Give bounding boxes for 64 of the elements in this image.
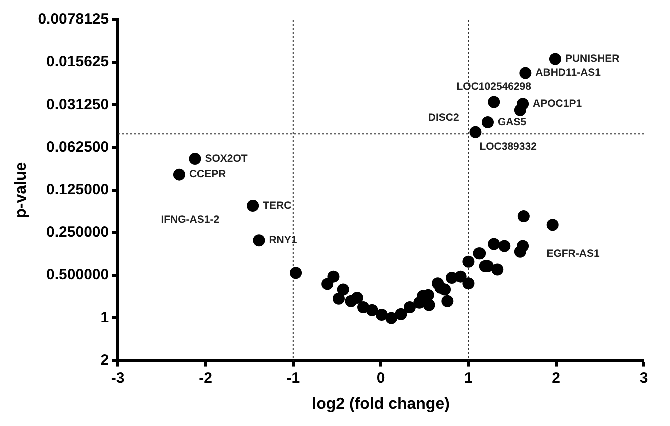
point bbox=[462, 256, 475, 268]
point bbox=[439, 284, 452, 296]
annotation: DISC2 bbox=[428, 112, 460, 124]
point bbox=[442, 295, 454, 308]
point bbox=[454, 270, 467, 283]
point bbox=[189, 153, 202, 166]
y-tick-label: 0.250000 bbox=[46, 224, 110, 242]
point bbox=[488, 96, 500, 108]
point bbox=[173, 168, 186, 181]
annotation: CCEPR bbox=[189, 168, 227, 181]
annotation: LOC389332 bbox=[480, 141, 538, 154]
point bbox=[386, 312, 398, 324]
point bbox=[290, 267, 302, 280]
annotation: GAS5 bbox=[498, 116, 527, 128]
y-tick-label: 0.062500 bbox=[46, 138, 110, 156]
point bbox=[351, 292, 364, 304]
y-axis-title: p-value bbox=[13, 162, 30, 218]
x-tick-label: 0 bbox=[376, 370, 386, 387]
x-tick-label: -1 bbox=[286, 370, 300, 387]
x-tick-label: -2 bbox=[199, 370, 212, 387]
x-tick-label: 2 bbox=[552, 370, 561, 387]
x-tick-label: -3 bbox=[111, 370, 125, 387]
point bbox=[332, 292, 345, 305]
annotation: ABHD11-AS1 bbox=[536, 67, 602, 80]
point bbox=[423, 299, 436, 312]
x-tick-label: 1 bbox=[464, 370, 473, 387]
point bbox=[376, 309, 388, 322]
point bbox=[518, 210, 530, 222]
point bbox=[395, 308, 408, 320]
point bbox=[514, 246, 526, 258]
point bbox=[482, 116, 494, 128]
annotation: EGFR-AS1 bbox=[546, 248, 600, 260]
x-axis-title: log2 (fold change) bbox=[312, 396, 450, 413]
annotation: TERC bbox=[263, 200, 292, 212]
point bbox=[520, 67, 532, 80]
point bbox=[492, 264, 504, 276]
y-tick-label: 0.015625 bbox=[46, 54, 110, 71]
point bbox=[328, 270, 340, 283]
point bbox=[247, 200, 260, 212]
point bbox=[404, 301, 416, 314]
y-tick-label: 0.0078125 bbox=[38, 11, 110, 28]
point bbox=[337, 284, 350, 296]
point bbox=[549, 53, 562, 66]
point bbox=[546, 219, 559, 232]
point bbox=[514, 104, 526, 116]
annotation: LOC102546298 bbox=[456, 81, 532, 94]
point bbox=[253, 234, 266, 247]
y-tick-label: 0.125000 bbox=[46, 182, 110, 199]
y-tick-label: 2 bbox=[100, 352, 110, 369]
y-tick-label: 1 bbox=[100, 309, 110, 326]
point bbox=[366, 304, 378, 316]
annotation: PUNISHER bbox=[565, 53, 620, 66]
annotation: SOX2OT bbox=[205, 152, 248, 165]
y-tick-label: 0.500000 bbox=[46, 266, 110, 284]
y-tick-label: 0.031250 bbox=[46, 96, 110, 114]
point bbox=[488, 238, 500, 250]
annotation: IFNG-AS1-2 bbox=[161, 214, 220, 226]
annotation: RNY1 bbox=[269, 234, 298, 247]
point bbox=[462, 278, 475, 290]
point bbox=[498, 240, 511, 252]
point bbox=[470, 126, 482, 138]
x-tick-label: 3 bbox=[640, 370, 648, 387]
annotation: APOC1P1 bbox=[533, 98, 582, 110]
point bbox=[322, 278, 334, 290]
